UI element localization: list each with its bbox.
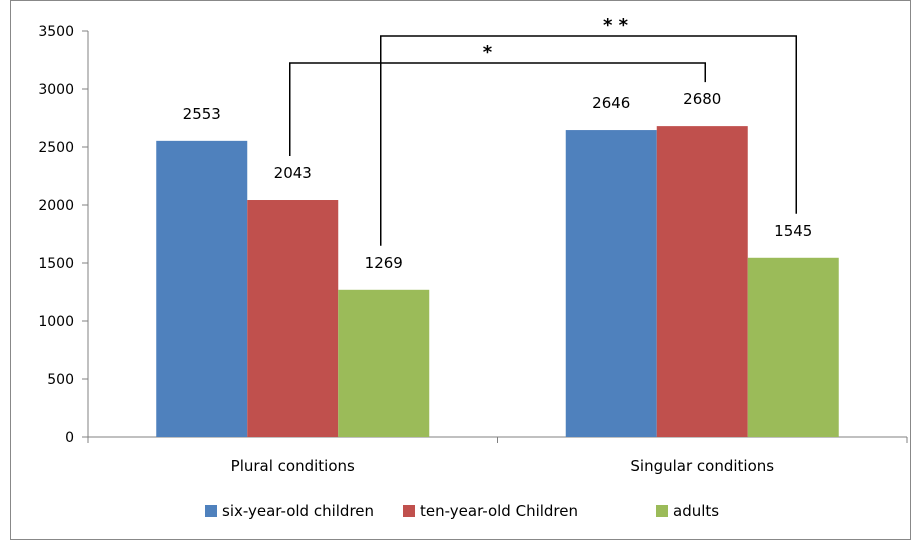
data-label: 1269 xyxy=(365,254,403,272)
x-category-label: Singular conditions xyxy=(630,457,774,475)
significance-label: * * xyxy=(603,15,629,36)
data-label: 2646 xyxy=(592,94,630,112)
significance-brackets: * * * xyxy=(289,15,797,246)
bar xyxy=(747,257,839,437)
bar xyxy=(338,289,430,437)
y-tick-label: 1000 xyxy=(38,314,74,330)
legend-label: six-year-old children xyxy=(222,502,374,520)
y-tick-label: 3000 xyxy=(38,82,74,98)
y-tick-label: 2000 xyxy=(38,198,74,214)
significance-bracket xyxy=(289,62,706,157)
data-label: 2553 xyxy=(183,105,221,123)
y-tick-label: 0 xyxy=(65,430,74,446)
data-label: 1545 xyxy=(774,222,812,240)
bar xyxy=(156,140,248,438)
significance-label: * xyxy=(483,42,493,63)
y-tick-label: 2500 xyxy=(38,140,74,156)
legend-swatch xyxy=(403,505,415,517)
legend-label: ten-year-old Children xyxy=(420,502,578,520)
data-label: 2043 xyxy=(274,164,312,182)
y-tick-label: 500 xyxy=(47,372,74,388)
legend-label: adults xyxy=(673,502,719,520)
data-labels: 2553 2043 1269 2646 2680 1545 xyxy=(183,90,813,272)
bars xyxy=(156,126,839,438)
x-category-label: Plural conditions xyxy=(231,457,355,475)
bar xyxy=(247,200,339,437)
y-tick-label: 1500 xyxy=(38,256,74,272)
data-label: 2680 xyxy=(683,90,721,108)
legend-swatch xyxy=(205,505,217,517)
bar xyxy=(656,126,748,438)
y-tick-label: 3500 xyxy=(38,24,74,40)
bar xyxy=(565,130,657,437)
legend: six-year-old children ten-year-old Childr… xyxy=(205,502,719,520)
legend-swatch xyxy=(656,505,668,517)
significance-bracket xyxy=(380,35,797,246)
